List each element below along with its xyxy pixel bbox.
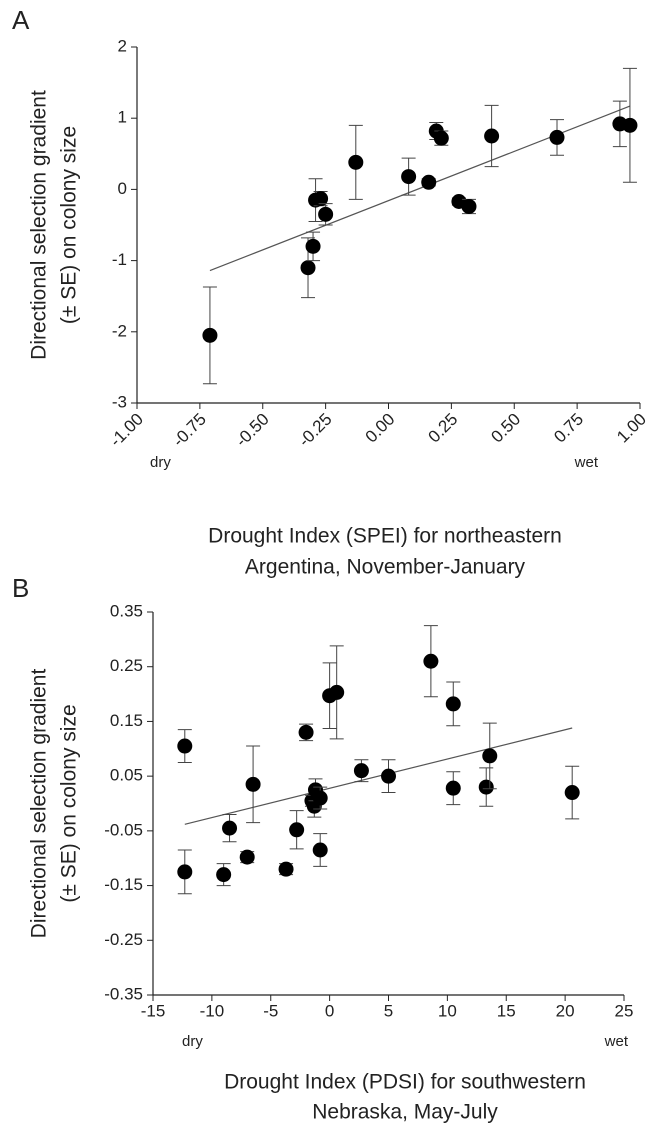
x-tick-label: -0.25 [295,410,336,451]
point [202,327,218,343]
point [305,238,321,254]
point [329,684,345,700]
panel-label: B [12,573,29,603]
point [245,776,261,792]
point [239,849,255,865]
annotation: dry [182,1033,203,1050]
x-tick-label: 0.25 [425,410,462,447]
y-tick-label: -0.15 [104,875,143,894]
point [298,724,314,740]
x-tick-label: 15 [497,1001,516,1020]
point [278,861,294,877]
y-tick-label: 0 [118,179,127,198]
x-tick-label: -1.00 [106,410,147,451]
x-tick-label: -10 [200,1001,225,1020]
point [381,768,396,784]
y-tick-label: 0.35 [110,601,143,620]
point [216,867,232,883]
point [401,169,417,185]
trendline [209,105,631,272]
annotation: wet [574,454,599,471]
point [289,822,305,838]
y-axis-label: Directional selection gradient [28,669,51,939]
y-tick-label: -0.05 [104,820,143,839]
x-tick-label: 0.00 [362,410,399,447]
point [353,763,369,779]
point [433,130,449,146]
x-tick-label: -15 [141,1001,166,1020]
y-axis-label: (± SE) on colony size [58,704,81,902]
point [177,864,193,880]
trendline [184,727,573,825]
point [421,174,437,190]
point [564,785,580,801]
point [222,820,238,836]
y-tick-label: 0.15 [110,711,143,730]
annotation: wet [604,1033,629,1050]
point [482,748,498,764]
y-tick-label: 2 [118,36,127,55]
y-axis-label: Directional selection gradient [28,90,51,360]
x-tick-label: 0.75 [550,410,587,447]
point [549,129,565,145]
y-tick-label: -0.25 [104,930,143,949]
point [348,154,364,170]
point [177,738,193,754]
y-tick-label: -1 [112,250,127,269]
panel-label: A [12,5,30,35]
y-tick-label: 1 [118,108,127,127]
x-tick-label: 10 [438,1001,457,1020]
point [313,191,329,207]
x-tick-label: 5 [384,1001,393,1020]
point [445,696,461,712]
x-axis-label: Drought Index (PDSI) for southwestern [224,1071,586,1094]
point [622,117,638,133]
point [318,206,334,222]
x-tick-label: 0 [325,1001,334,1020]
x-tick-label: -5 [263,1001,278,1020]
point [484,128,500,144]
annotation: dry [150,454,171,471]
x-tick-label: 25 [615,1001,634,1020]
x-axis-label: Drought Index (SPEI) for northeastern [208,525,562,548]
y-tick-label: -3 [112,392,127,411]
y-tick-label: 0.05 [110,766,143,785]
point [312,842,328,858]
x-tick-label: -0.75 [169,410,210,451]
x-axis-label: Argentina, November-January [245,556,526,579]
x-tick-label: -0.50 [232,410,273,451]
y-tick-label: -0.35 [104,984,143,1003]
y-axis-label: (± SE) on colony size [58,126,81,324]
x-tick-label: 0.50 [487,410,524,447]
y-tick-label: 0.25 [110,656,143,675]
point [312,790,328,806]
point [423,653,439,669]
x-axis-label: Nebraska, May-July [312,1101,498,1124]
x-tick-label: 20 [556,1001,575,1020]
point [300,260,316,276]
point [461,198,477,214]
x-tick-label: 1.00 [613,410,650,447]
y-tick-label: -2 [112,321,127,340]
point [478,779,494,795]
point [445,780,461,796]
